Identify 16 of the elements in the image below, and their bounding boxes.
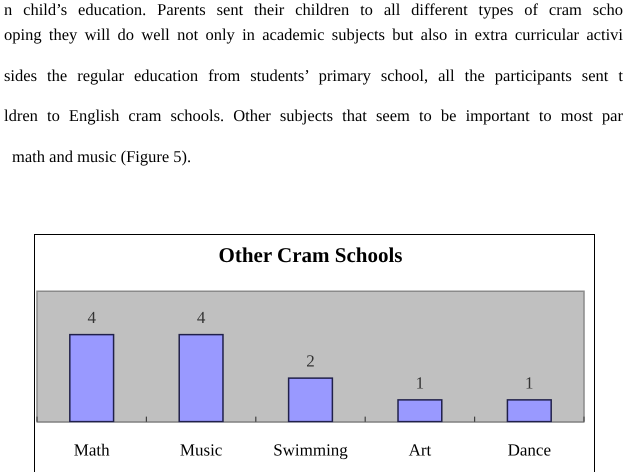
data-label: 4 bbox=[196, 308, 206, 328]
data-label: 2 bbox=[306, 352, 315, 371]
text: ldren to English cram schools. Other subjects that seem to be important to most par bbox=[4, 106, 623, 126]
x-tick-label: Math bbox=[74, 440, 110, 460]
text: n child’s education. Parents sent their children to all different types of cram scho bbox=[4, 0, 623, 20]
x-tick-label: Swimming bbox=[273, 440, 348, 460]
x-tick-label: Art bbox=[408, 440, 432, 460]
x-tick-label: Music bbox=[180, 440, 223, 460]
text: math and music (Figure 5). bbox=[12, 146, 192, 166]
chart-title: Other Cram Schools bbox=[218, 243, 402, 268]
data-label: 4 bbox=[87, 308, 96, 328]
data-label: 1 bbox=[416, 373, 424, 392]
x-tick-label: Dance bbox=[508, 440, 552, 460]
text: sides the regular education from students’ primary school, all the participants sent t bbox=[4, 66, 623, 86]
data-label: 1 bbox=[525, 373, 534, 392]
text: oping they will do well not only in academic subjects but also in extra curricular activi bbox=[4, 25, 623, 45]
